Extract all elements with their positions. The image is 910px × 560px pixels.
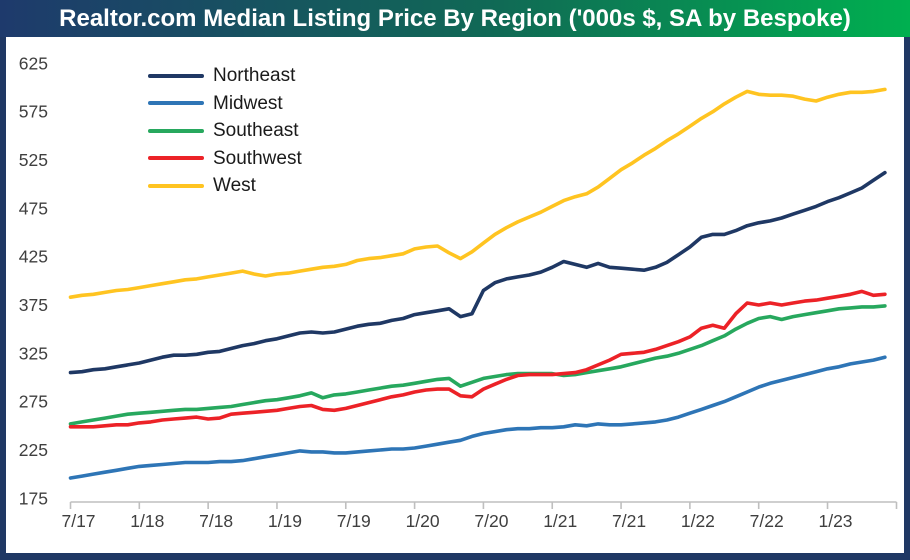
x-tick-label: 7/21 bbox=[612, 511, 646, 531]
x-tick-label: 1/19 bbox=[268, 511, 302, 531]
legend-item-northeast: Northeast bbox=[148, 62, 302, 90]
x-tick-label: 1/21 bbox=[543, 511, 577, 531]
y-tick-label: 275 bbox=[19, 392, 48, 412]
x-tick-label: 7/20 bbox=[474, 511, 508, 531]
legend-label: West bbox=[213, 175, 256, 197]
legend-swatch-southwest bbox=[148, 156, 204, 161]
legend-item-southeast: Southeast bbox=[148, 117, 302, 145]
x-tick-label: 7/19 bbox=[337, 511, 371, 531]
legend-label: Midwest bbox=[213, 92, 283, 114]
y-tick-label: 325 bbox=[19, 343, 48, 363]
x-axis bbox=[69, 501, 898, 509]
y-tick-label: 375 bbox=[19, 295, 48, 315]
legend-item-west: West bbox=[148, 172, 302, 200]
chart-title: Realtor.com Median Listing Price By Regi… bbox=[59, 4, 851, 32]
legend-swatch-southeast bbox=[148, 128, 204, 133]
series-line-northeast bbox=[68, 170, 887, 375]
series-line-midwest bbox=[68, 355, 887, 480]
series-line-west bbox=[68, 87, 887, 300]
legend-label: Southwest bbox=[213, 147, 302, 169]
y-tick-label: 625 bbox=[19, 53, 48, 73]
x-tick-label: 7/17 bbox=[61, 511, 95, 531]
x-tick-label: 1/20 bbox=[406, 511, 440, 531]
legend-swatch-midwest bbox=[148, 101, 204, 106]
y-tick-label: 425 bbox=[19, 247, 48, 267]
legend-item-midwest: Midwest bbox=[148, 90, 302, 118]
title-banner: Realtor.com Median Listing Price By Regi… bbox=[0, 0, 910, 37]
y-tick-label: 175 bbox=[19, 488, 48, 508]
chart-legend: Northeast Midwest Southeast Southwest West bbox=[148, 62, 302, 200]
y-tick-label: 525 bbox=[19, 150, 48, 170]
x-tick-label: 1/22 bbox=[681, 511, 715, 531]
y-tick-label: 475 bbox=[19, 198, 48, 218]
x-tick-label: 1/23 bbox=[818, 511, 852, 531]
x-tick-label: 7/18 bbox=[199, 511, 233, 531]
series-line-southeast bbox=[68, 304, 887, 426]
legend-swatch-west bbox=[148, 183, 204, 188]
y-tick-label: 225 bbox=[19, 440, 48, 460]
y-tick-label: 575 bbox=[19, 102, 48, 122]
legend-item-southwest: Southwest bbox=[148, 145, 302, 173]
series-line-southwest bbox=[68, 289, 887, 429]
legend-label: Northeast bbox=[213, 65, 296, 87]
legend-swatch-northeast bbox=[148, 73, 204, 78]
legend-label: Southeast bbox=[213, 120, 299, 142]
x-tick-label: 1/18 bbox=[130, 511, 164, 531]
x-tick-label: 7/22 bbox=[750, 511, 784, 531]
